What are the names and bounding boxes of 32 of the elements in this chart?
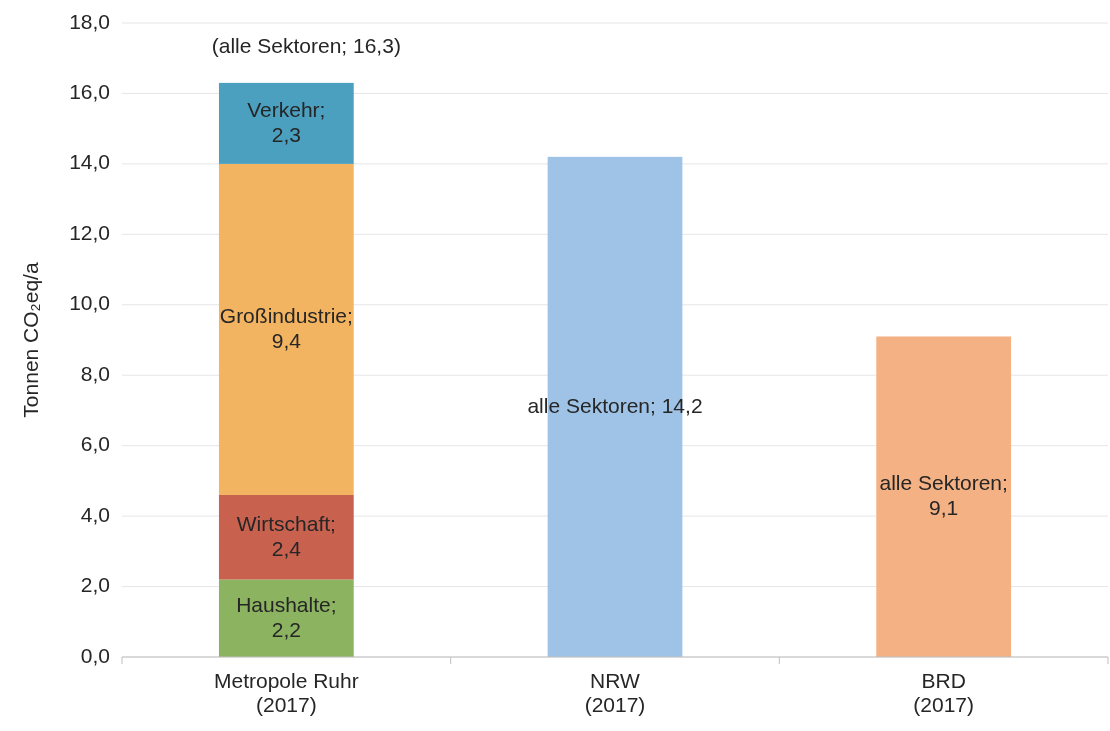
bar xyxy=(218,494,354,580)
y-tick-label: 6,0 xyxy=(80,432,110,456)
series-label: alle Sektoren; xyxy=(879,470,1008,494)
y-tick-label: 10,0 xyxy=(69,291,110,315)
series-label: Verkehr; xyxy=(247,97,326,121)
bar xyxy=(876,336,1012,657)
bar xyxy=(218,82,354,164)
x-tick-label: BRD (2017) xyxy=(913,668,975,716)
bar xyxy=(218,579,354,657)
y-tick-label: 12,0 xyxy=(69,220,110,244)
data-label: 9,1 xyxy=(929,495,959,519)
data-label: 2,2 xyxy=(271,617,301,641)
y-tick-label: 18,0 xyxy=(69,9,110,33)
series-label: Wirtschaft; xyxy=(236,511,336,535)
y-axis-title: Tonnen CO₂eq/a xyxy=(18,262,42,418)
y-tick-label: 16,0 xyxy=(69,79,110,103)
series-label: Großindustrie; xyxy=(219,303,353,327)
x-tick-label: Metropole Ruhr (2017) xyxy=(213,668,359,716)
y-tick-label: 4,0 xyxy=(80,502,110,526)
bar xyxy=(218,163,354,495)
y-tick-label: 14,0 xyxy=(69,150,110,174)
text: alle Sektoren; xyxy=(527,393,656,417)
series-label: Haushalte; xyxy=(236,592,337,616)
data-label: 9,4 xyxy=(271,328,302,352)
y-tick-label: 8,0 xyxy=(80,361,110,385)
x-tick-label: NRW (2017) xyxy=(584,668,646,716)
data-label: 2,3 xyxy=(271,122,301,146)
data-label: 2,4 xyxy=(271,536,302,560)
y-tick-label: 2,0 xyxy=(80,573,110,597)
y-tick-label: 0,0 xyxy=(80,643,110,667)
total-label: (alle Sektoren; 16,3) xyxy=(211,33,401,57)
data-label: 14,2 xyxy=(661,393,703,417)
